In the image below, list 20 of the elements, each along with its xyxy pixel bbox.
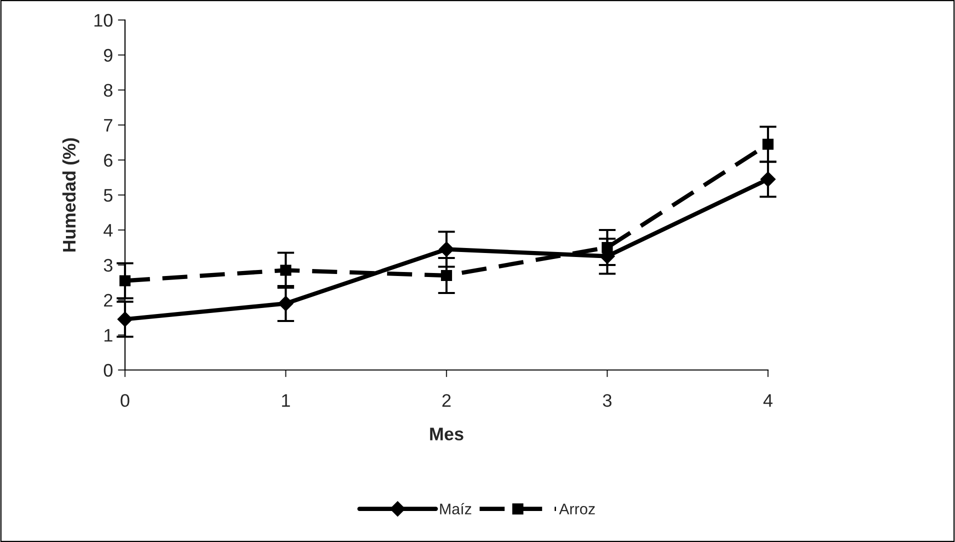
- y-tick-label: 7: [104, 119, 112, 132]
- y-tick-label: 2: [104, 294, 112, 307]
- x-tick-label: 3: [602, 394, 612, 407]
- y-tick-label: 0: [104, 364, 112, 377]
- x-tick-label: 2: [442, 394, 451, 407]
- y-tick-label: 8: [104, 84, 112, 97]
- x-axis-title: Mes: [430, 428, 464, 440]
- legend-label: Arroz: [559, 504, 595, 514]
- x-tick-label: 4: [763, 394, 772, 407]
- y-tick-label: 4: [104, 224, 113, 237]
- y-tick-label: 10: [94, 14, 112, 27]
- x-tick-label: 0: [120, 394, 130, 407]
- legend-label: Maíz: [440, 502, 472, 514]
- y-tick-label: 3: [104, 258, 112, 272]
- y-axis-title: Humedad (%): [62, 138, 80, 252]
- y-tick-label: 9: [104, 48, 112, 62]
- y-tick-label: 6: [104, 154, 112, 167]
- y-tick-label: 1: [104, 329, 112, 342]
- x-tick-label: 1: [282, 394, 290, 407]
- y-tick-label: 5: [104, 189, 112, 202]
